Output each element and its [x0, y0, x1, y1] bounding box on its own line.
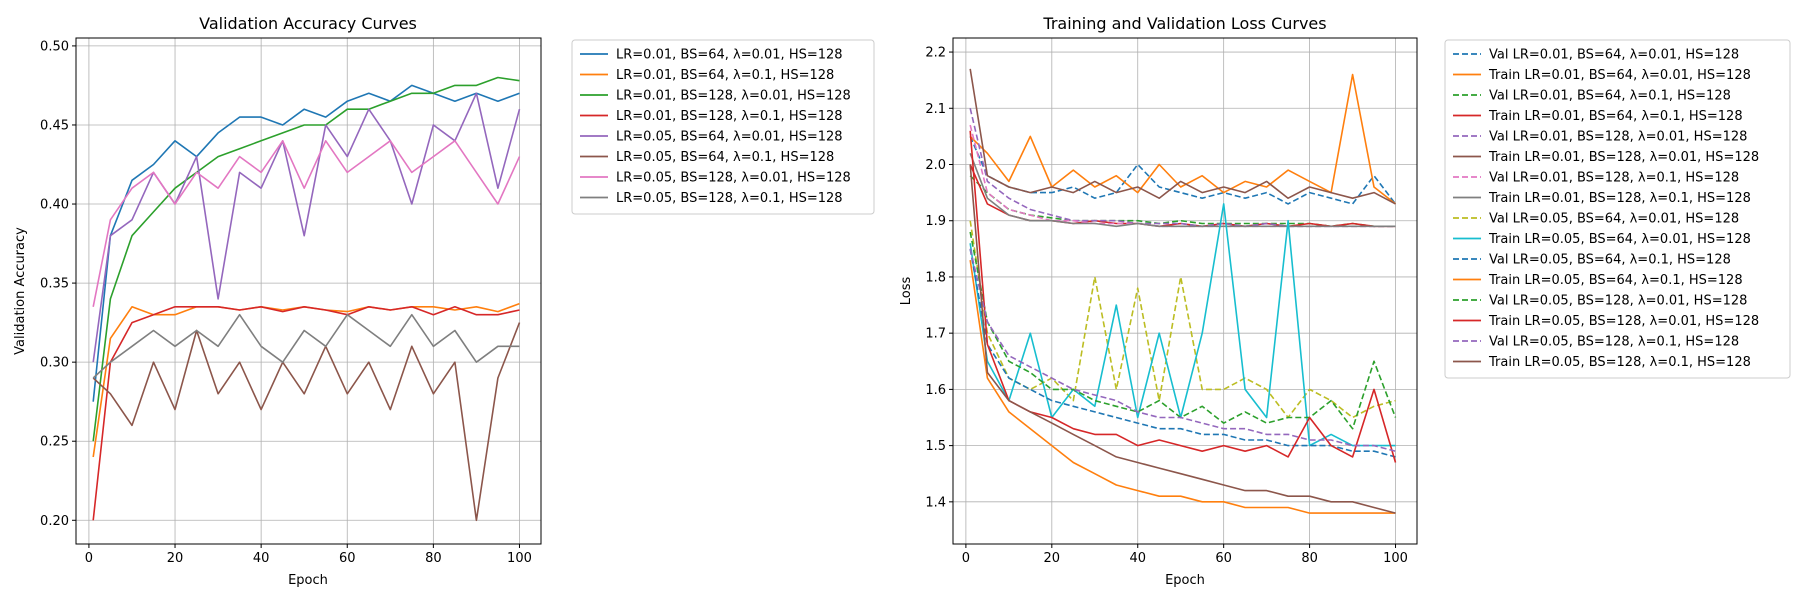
accuracy-plot-frame [75, 37, 542, 545]
loss-series-line-8 [969, 153, 1396, 228]
loss-chart-title: Training and Validation Loss Curves [1042, 14, 1326, 33]
accuracy-y-tick-label: 0.40 [40, 198, 69, 213]
accuracy-series-line-2 [92, 302, 520, 458]
loss-y-tick-label: 1.8 [925, 270, 946, 285]
accuracy-chart-title: Validation Accuracy Curves [199, 14, 417, 33]
loss-series-line-10 [969, 203, 1396, 447]
accuracy-legend-label: LR=0.01, BS=128, λ=0.01, HS=128 [616, 89, 851, 104]
loss-legend-label: Val LR=0.01, BS=128, λ=0.01, HS=128 [1489, 130, 1747, 145]
accuracy-y-tick-label: 0.50 [40, 39, 69, 54]
accuracy-series-line-6 [92, 322, 521, 522]
loss-series-line-5 [969, 108, 1396, 228]
accuracy-series-line-8 [92, 313, 520, 379]
loss-legend-label: Val LR=0.05, BS=128, λ=0.01, HS=128 [1489, 294, 1747, 309]
accuracy-y-tick-label: 0.35 [40, 277, 69, 292]
loss-legend-label: Train LR=0.05, BS=64, λ=0.01, HS=128 [1488, 232, 1751, 247]
accuracy-x-tick-label: 100 [507, 551, 532, 566]
loss-series-line-4 [969, 164, 1396, 228]
accuracy-legend-label: LR=0.01, BS=64, λ=0.1, HS=128 [616, 68, 834, 83]
accuracy-series-line-4 [92, 305, 520, 521]
accuracy-legend-label: LR=0.05, BS=64, λ=0.1, HS=128 [616, 150, 834, 165]
loss-plot-frame [952, 37, 1418, 545]
loss-x-tick-label: 60 [1215, 551, 1232, 566]
loss-legend-label: Val LR=0.05, BS=128, λ=0.1, HS=128 [1489, 335, 1739, 350]
accuracy-legend-label: LR=0.05, BS=128, λ=0.01, HS=128 [616, 171, 851, 186]
accuracy-series-line-7 [92, 140, 521, 307]
loss-x-tick-label: 80 [1301, 551, 1318, 566]
loss-legend-box [1444, 39, 1791, 379]
loss-y-tick-label: 2.0 [925, 158, 946, 173]
loss-y-tick-label: 1.5 [925, 439, 946, 454]
accuracy-series-line-5 [92, 92, 521, 363]
loss-series-line-14 [969, 130, 1397, 463]
accuracy-legend-label: LR=0.01, BS=64, λ=0.01, HS=128 [616, 48, 843, 63]
loss-legend-label: Train LR=0.01, BS=64, λ=0.1, HS=128 [1488, 109, 1743, 124]
accuracy-ticks: 0 20 40 60 80 100 0.20 0.25 0.30 0.35 0.40 0.45 0.50 [40, 39, 532, 566]
loss-x-tick-label: 100 [1383, 551, 1408, 566]
loss-legend-label: Train LR=0.05, BS=128, λ=0.1, HS=128 [1488, 355, 1751, 370]
accuracy-x-tick-label: 40 [253, 551, 270, 566]
loss-grid [953, 38, 1417, 544]
loss-series-line-13 [969, 231, 1397, 430]
accuracy-y-tick-label: 0.20 [40, 514, 69, 529]
accuracy-x-tick-label: 60 [339, 551, 356, 566]
loss-y-tick-label: 1.9 [925, 214, 946, 229]
accuracy-legend-box [571, 39, 875, 215]
loss-x-tick-label: 40 [1129, 551, 1146, 566]
loss-series-line-12 [969, 259, 1396, 514]
loss-series-line-6 [969, 68, 1396, 205]
accuracy-series-lines [92, 76, 521, 522]
accuracy-legend-label: LR=0.01, BS=128, λ=0.1, HS=128 [616, 109, 843, 124]
loss-legend-label: Train LR=0.01, BS=128, λ=0.1, HS=128 [1488, 191, 1751, 206]
accuracy-x-tick-label: 0 [85, 551, 93, 566]
loss-series-line-9 [969, 220, 1396, 419]
loss-legend-label: Val LR=0.05, BS=64, λ=0.1, HS=128 [1489, 253, 1731, 268]
accuracy-legend-label: LR=0.05, BS=64, λ=0.01, HS=128 [616, 130, 843, 145]
loss-legend-label: Train LR=0.05, BS=64, λ=0.1, HS=128 [1488, 273, 1743, 288]
loss-series-line-15 [969, 248, 1396, 452]
loss-chart: 0 20 40 60 80 1001.41.51.61.71.81.92.02.12.2 … [899, 14, 1791, 588]
loss-legend-label: Val LR=0.01, BS=128, λ=0.1, HS=128 [1489, 171, 1739, 186]
accuracy-y-tick-label: 0.45 [40, 118, 69, 133]
loss-y-tick-label: 1.4 [925, 495, 946, 510]
accuracy-series-line-3 [92, 76, 520, 442]
accuracy-grid [76, 38, 541, 544]
accuracy-chart: 0 20 40 60 80 100 0.20 0.25 0.30 0.35 0.40 0.45 0.50… [13, 14, 875, 588]
loss-x-tick-label: 0 [962, 551, 970, 566]
loss-y-tick-label: 1.6 [925, 383, 946, 398]
loss-legend-label: Val LR=0.05, BS=64, λ=0.01, HS=128 [1489, 212, 1739, 227]
loss-legend: Val LR=0.01, BS=64, λ=0.01, HS=128 Train … [1444, 39, 1791, 379]
loss-y-tick-label: 1.7 [925, 327, 946, 342]
loss-series-line-2 [969, 73, 1396, 205]
accuracy-x-tick-label: 20 [167, 551, 184, 566]
accuracy-series-line-1 [92, 84, 520, 402]
accuracy-x-tick-label: 80 [425, 551, 442, 566]
accuracy-y-tick-label: 0.25 [40, 435, 69, 450]
loss-y-tick-label: 2.2 [925, 46, 946, 61]
accuracy-y-tick-label: 0.30 [40, 356, 69, 371]
loss-legend-label: Val LR=0.01, BS=64, λ=0.01, HS=128 [1489, 48, 1739, 63]
loss-legend-label: Train LR=0.01, BS=128, λ=0.01, HS=128 [1488, 150, 1759, 165]
accuracy-y-axis-label: Validation Accuracy [13, 227, 28, 355]
accuracy-x-axis-label: Epoch [288, 573, 328, 588]
loss-y-axis-label: Loss [899, 277, 914, 306]
loss-legend-label: Train LR=0.01, BS=64, λ=0.01, HS=128 [1488, 68, 1751, 83]
accuracy-legend-label: LR=0.05, BS=128, λ=0.1, HS=128 [616, 191, 843, 206]
loss-x-tick-label: 20 [1044, 551, 1061, 566]
loss-series-line-16 [969, 164, 1396, 514]
loss-legend-label: Val LR=0.01, BS=64, λ=0.1, HS=128 [1489, 89, 1731, 104]
accuracy-legend: LR=0.01, BS=64, λ=0.01, HS=128 LR=0.01, B… [571, 39, 875, 215]
loss-series-line-11 [969, 248, 1396, 458]
loss-y-tick-label: 2.1 [925, 102, 946, 117]
loss-legend-label: Train LR=0.05, BS=128, λ=0.01, HS=128 [1488, 314, 1759, 329]
loss-x-axis-label: Epoch [1165, 573, 1205, 588]
loss-ticks: 0 20 40 60 80 100 1.4 1.5 1.6 1.7 1.8 1.9 2.0 2.1 2.2 [925, 46, 1408, 566]
loss-series-lines [969, 68, 1397, 514]
